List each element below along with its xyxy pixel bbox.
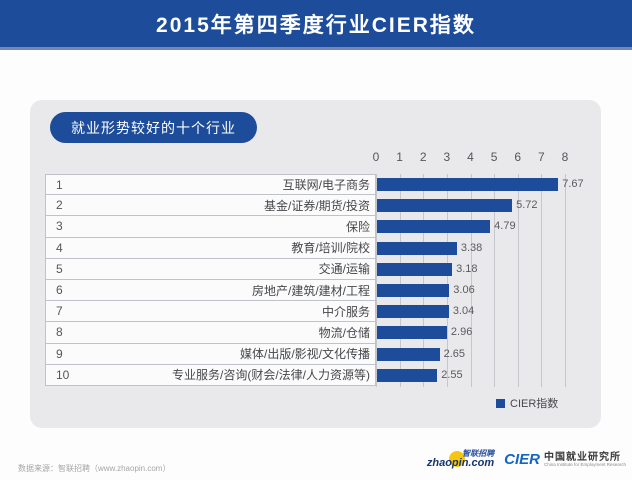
axis-tick-label: 8 — [561, 150, 569, 164]
axis-tick-label: 0 — [372, 150, 380, 164]
bar — [377, 262, 453, 276]
legend-label: CIER指数 — [510, 398, 559, 410]
rank-label: 8 — [56, 325, 63, 340]
bar — [377, 220, 491, 234]
gridline — [541, 174, 543, 387]
rank-label: 6 — [56, 283, 63, 298]
chart-row: 2 基金/证券/期货/投资 5.72 — [30, 195, 601, 217]
cier-logo-cn: 中国就业研究所 — [543, 451, 621, 463]
chart-row: 1 互联网/电子商务 7.67 — [30, 174, 601, 196]
category-label: 基金/证券/期货/投资 — [263, 198, 370, 213]
category-label: 互联网/电子商务 — [282, 178, 370, 193]
value-label: 3.04 — [452, 305, 475, 318]
rank-label: 4 — [56, 240, 63, 255]
page-title: 2015年第四季度行业CIER指数 — [156, 13, 476, 37]
section-badge-label: 就业形势较好的十个行业 — [71, 119, 236, 136]
cier-logo: CIER 中国就业研究所 China Institute for Employm… — [504, 451, 626, 468]
source-note: 数据来源：智联招聘（www.zhaopin.com） — [18, 464, 171, 473]
chart-panel: 就业形势较好的十个行业 0 1 2 3 4 5 6 7 8 1 互联网/电子商务 7.67 2 基金/证… — [30, 100, 601, 428]
category-label: 专业服务/咨询(财会/法律/人力资源等) — [172, 368, 370, 383]
category-label: 教育/培训/院校 — [291, 241, 370, 256]
chart-row: 6 房地产/建筑/建材/工程 3.06 — [30, 280, 601, 302]
value-label: 2.65 — [443, 347, 466, 360]
category-cell: 4 教育/培训/院校 — [45, 237, 376, 259]
zhaopin-sun-icon — [448, 451, 465, 467]
category-label: 媒体/出版/影视/文化传播 — [239, 347, 370, 362]
chart-row: 3 保险 4.79 — [30, 216, 601, 238]
category-cell: 9 媒体/出版/影视/文化传播 — [45, 343, 376, 365]
zhaopin-logo-cn: 智联招聘 — [462, 449, 495, 458]
gridline — [565, 174, 566, 387]
bar — [377, 199, 513, 213]
category-cell: 10 专业服务/咨询(财会/法律/人力资源等) — [45, 364, 376, 386]
value-label: 2.96 — [450, 326, 473, 339]
value-label: 5.72 — [516, 199, 538, 212]
gridline — [517, 174, 519, 387]
bar — [377, 347, 440, 361]
rank-label: 1 — [56, 177, 63, 192]
axis-tick-label: 1 — [396, 150, 403, 164]
section-badge: 就业形势较好的十个行业 — [50, 112, 257, 143]
category-label: 交通/运输 — [318, 262, 370, 277]
category-cell: 5 交通/运输 — [45, 258, 376, 280]
category-label: 房地产/建筑/建材/工程 — [251, 283, 370, 298]
rank-label: 5 — [56, 261, 63, 276]
cier-bar-chart: 0 1 2 3 4 5 6 7 8 1 互联网/电子商务 7.67 2 基金/证券/期货/投资 5.72 3… — [30, 100, 601, 428]
rank-label: 9 — [56, 346, 63, 361]
bar — [377, 305, 449, 319]
category-label: 保险 — [345, 219, 370, 234]
cier-logo-mark: CIER — [504, 451, 540, 468]
legend: CIER指数 — [496, 395, 558, 411]
chart-row: 8 物流/仓储 2.96 — [30, 322, 601, 344]
bar — [377, 326, 447, 340]
value-label: 3.06 — [453, 284, 475, 296]
bar — [377, 178, 559, 192]
legend-swatch-icon — [496, 398, 505, 408]
axis-tick-label: 6 — [514, 150, 522, 164]
chart-row: 9 媒体/出版/影视/文化传播 2.65 — [30, 343, 601, 365]
gridline — [470, 174, 472, 387]
axis-tick-label: 4 — [467, 150, 474, 164]
axis-tick-label: 2 — [419, 150, 427, 164]
axis-tick-label: 3 — [443, 150, 451, 164]
axis-tick-label: 5 — [490, 150, 498, 164]
footer-logos: 智联招聘 zhaopin.com CIER 中国就业研究所 China Inst… — [427, 450, 626, 469]
header-bar: 2015年第四季度行业CIER指数 — [0, 0, 632, 50]
chart-row: 5 交通/运输 3.18 — [30, 258, 601, 280]
rank-label: 7 — [56, 304, 63, 319]
category-cell: 3 保险 — [45, 216, 376, 238]
gridline — [376, 174, 377, 387]
bar — [377, 368, 438, 382]
category-cell: 1 互联网/电子商务 — [45, 174, 376, 196]
zhaopin-logo-en: zhaopin.com — [426, 457, 495, 469]
category-label: 中介服务 — [321, 304, 370, 319]
value-label: 4.79 — [494, 220, 516, 233]
rank-label: 3 — [56, 219, 63, 234]
cier-logo-text: 中国就业研究所 China Institute for Employment R… — [544, 452, 626, 468]
chart-row: 10 专业服务/咨询(财会/法律/人力资源等) 2.55 — [30, 364, 601, 386]
category-label: 物流/仓储 — [318, 325, 370, 340]
chart-row: 7 中介服务 3.04 — [30, 301, 601, 323]
category-cell: 2 基金/证券/期货/投资 — [45, 195, 376, 217]
value-label: 3.38 — [460, 241, 483, 254]
gridline — [423, 174, 425, 387]
value-label: 2.55 — [441, 368, 463, 381]
gridline — [399, 174, 401, 387]
axis-tick-label: 7 — [538, 150, 545, 164]
category-cell: 6 房地产/建筑/建材/工程 — [45, 280, 376, 302]
bar — [377, 241, 457, 255]
rank-label: 10 — [56, 367, 70, 382]
gridline — [446, 174, 448, 387]
bar — [377, 284, 450, 298]
gridline — [494, 174, 496, 387]
zhaopin-logo: 智联招聘 zhaopin.com — [427, 450, 494, 469]
cier-logo-en: China Institute for Employment Research — [543, 461, 626, 467]
value-label: 7.67 — [562, 178, 584, 190]
rank-label: 2 — [56, 198, 63, 213]
value-label: 3.18 — [456, 262, 478, 275]
category-cell: 7 中介服务 — [45, 301, 376, 323]
category-cell: 8 物流/仓储 — [45, 322, 376, 344]
chart-row: 4 教育/培训/院校 3.38 — [30, 237, 601, 259]
